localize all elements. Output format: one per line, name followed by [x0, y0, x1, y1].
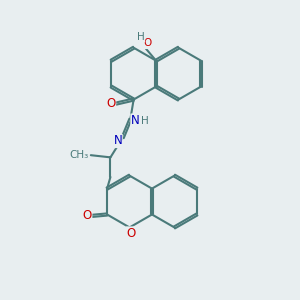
Text: H: H	[137, 32, 145, 42]
Text: CH₃: CH₃	[69, 150, 88, 160]
Text: O: O	[144, 38, 152, 49]
Text: O: O	[106, 97, 116, 110]
Text: O: O	[82, 209, 92, 222]
Text: H: H	[141, 116, 148, 125]
Text: N: N	[113, 134, 122, 148]
Text: N: N	[131, 114, 140, 127]
Text: O: O	[126, 227, 136, 240]
